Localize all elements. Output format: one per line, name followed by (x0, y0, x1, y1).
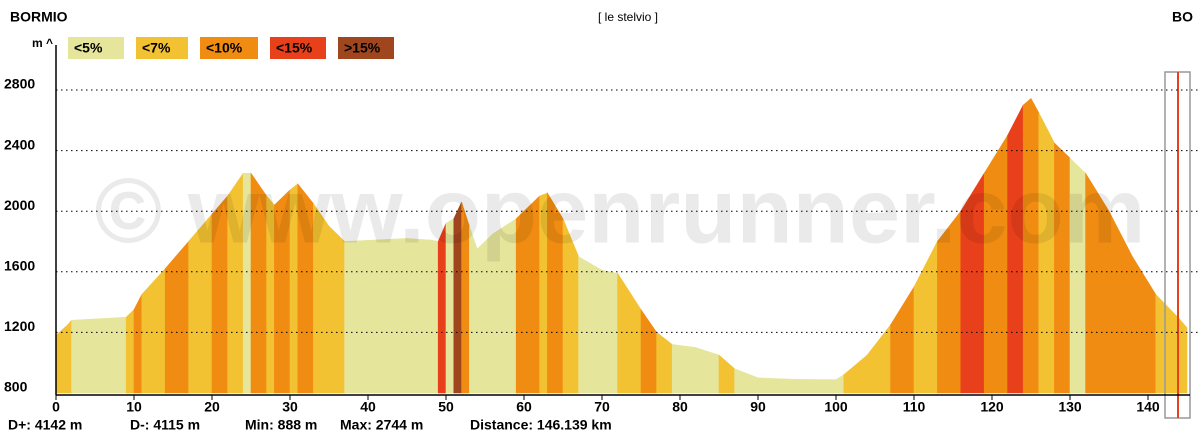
stat: D-: 4115 m (130, 417, 200, 433)
y-tick-label: 2000 (4, 197, 35, 213)
profile-segment (796, 379, 837, 394)
profile-segment (671, 344, 696, 394)
profile-segment (1132, 255, 1157, 394)
legend-swatch (338, 37, 394, 59)
x-tick-label: 90 (750, 399, 766, 415)
legend-label: >15% (344, 40, 381, 56)
y-axis-label: m ^ (32, 36, 53, 50)
x-tick-label: 140 (1136, 399, 1160, 415)
profile-segment (141, 267, 166, 394)
x-tick-label: 20 (204, 399, 220, 415)
x-tick-label: 110 (903, 399, 926, 415)
profile-segment (913, 241, 938, 394)
x-tick-label: 130 (1058, 399, 1082, 415)
legend-label: <10% (206, 40, 243, 56)
profile-segment (67, 319, 72, 394)
legend-label: <5% (74, 40, 103, 56)
x-tick-label: 70 (594, 399, 610, 415)
x-tick-label: 10 (126, 399, 142, 415)
profile-segment (578, 256, 603, 394)
x-tick-label: 120 (980, 399, 1004, 415)
x-tick-label: 40 (360, 399, 376, 415)
legend-label: <15% (276, 40, 313, 56)
watermark: © www.openrunner.com (95, 160, 1146, 262)
x-tick-label: 80 (672, 399, 688, 415)
legend-swatch (270, 37, 326, 59)
stat: Min: 888 m (245, 417, 317, 433)
profile-segment (835, 374, 845, 394)
y-tick-label: 2400 (4, 136, 35, 152)
x-tick-label: 30 (282, 399, 298, 415)
start-label: BORMIO (10, 9, 68, 25)
profile-segment (757, 377, 798, 394)
chart-title: [ le stelvio ] (598, 10, 658, 24)
legend-swatch (136, 37, 188, 59)
profile-segment (430, 239, 439, 394)
profile-segment (1155, 293, 1180, 394)
x-tick-label: 0 (52, 399, 60, 415)
legend-swatch (200, 37, 258, 59)
profile-segment (133, 294, 143, 394)
x-tick-label: 50 (438, 399, 454, 415)
y-tick-label: 2800 (4, 76, 35, 92)
profile-segment (640, 308, 657, 394)
stat: Max: 2744 m (340, 417, 423, 433)
stat: D+: 4142 m (8, 417, 82, 433)
profile-segment (617, 272, 642, 394)
profile-segment (734, 368, 759, 394)
profile-segment (866, 323, 891, 394)
legend-label: <7% (142, 40, 171, 56)
profile-segment (601, 269, 618, 394)
plot (55, 97, 1188, 394)
profile-segment (656, 331, 673, 394)
profile-segment (125, 308, 135, 394)
x-tick-label: 60 (516, 399, 532, 415)
end-label: BO (1172, 9, 1193, 25)
profile-segment (55, 324, 68, 394)
y-tick-label: 1200 (4, 318, 35, 334)
legend-swatch (68, 37, 124, 59)
x-tick-label: 100 (824, 399, 848, 415)
profile-segment (843, 354, 868, 394)
y-tick-label: 1600 (4, 258, 35, 274)
profile-segment (164, 240, 189, 394)
y-tick-label: 800 (4, 379, 28, 395)
stat: Distance: 146.139 km (470, 417, 612, 433)
profile-segment (718, 354, 735, 394)
profile-segment (71, 316, 127, 394)
profile-segment (1178, 317, 1188, 394)
profile-segment (695, 347, 720, 394)
profile-segment (890, 285, 915, 394)
